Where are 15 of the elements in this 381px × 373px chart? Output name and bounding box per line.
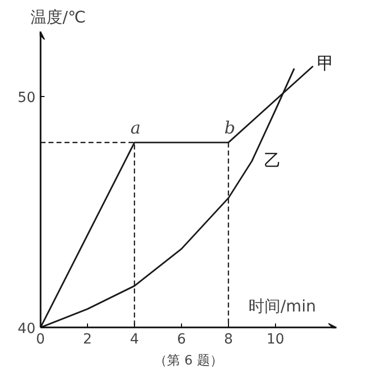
annotation: b [224, 118, 236, 138]
x-tick-label: 0 [36, 332, 45, 348]
text: （第 6 题） [154, 354, 223, 368]
y-tick-label: 40 [18, 321, 36, 337]
x-tick-label: 4 [130, 332, 140, 348]
series-label: 甲 [317, 54, 334, 74]
x-tick-label: 10 [266, 332, 284, 348]
x-tick-label: 6 [177, 332, 186, 348]
y-tick-label: 50 [18, 90, 36, 106]
x-tick-label: 8 [224, 332, 233, 348]
annotation: a [130, 118, 141, 138]
series-label: 乙 [264, 151, 281, 171]
y-axis-title: 温度/℃ [30, 8, 86, 26]
x-axis-title: 时间/min [248, 296, 316, 316]
x-tick-label: 2 [83, 332, 92, 348]
